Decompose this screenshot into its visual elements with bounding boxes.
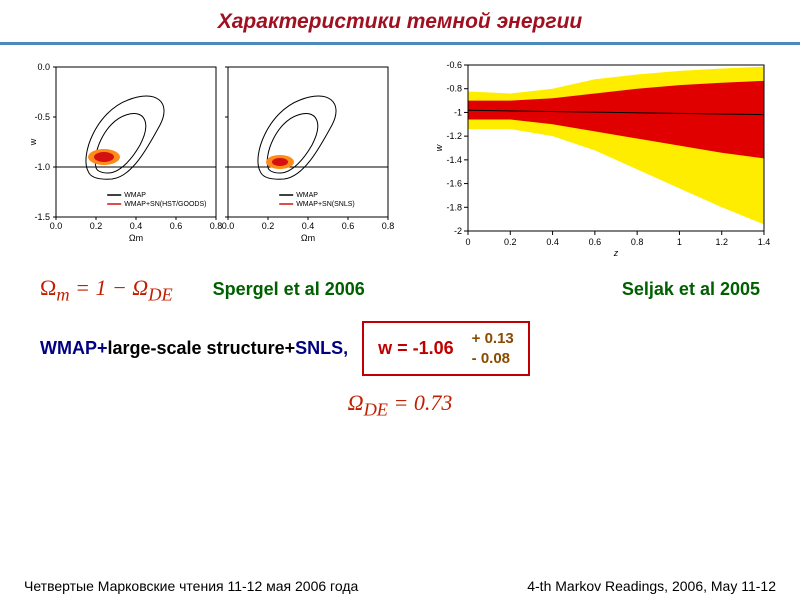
svg-text:0: 0: [465, 237, 470, 247]
svg-text:0.0: 0.0: [50, 221, 63, 231]
svg-text:-1.8: -1.8: [446, 202, 462, 212]
w-value: w = -1.06: [378, 338, 454, 359]
text-area: Ωm = 1 − ΩDE Spergel et al 2006 Seljak e…: [0, 257, 800, 421]
svg-text:-1.2: -1.2: [446, 131, 462, 141]
omega-de-value: ΩDE = 0.73: [348, 390, 453, 415]
svg-text:0.2: 0.2: [504, 237, 517, 247]
title-bar: Характеристики темной энергии: [0, 0, 800, 40]
wmap-result-row: WMAP+large-scale structure+SNLS, w = -1.…: [40, 321, 760, 376]
footer-left: Четвертые Марковские чтения 11-12 мая 20…: [24, 578, 358, 594]
svg-text:0.8: 0.8: [382, 221, 395, 231]
svg-text:WMAP+SN(SNLS): WMAP+SN(SNLS): [296, 201, 355, 208]
spergel-citation: Spergel et al 2006: [213, 279, 365, 300]
equation-row-1: Ωm = 1 − ΩDE Spergel et al 2006 Seljak e…: [40, 275, 760, 305]
svg-text:-1.5: -1.5: [34, 212, 50, 222]
right-band-chart: 0 0.2 0.4 0.6 0.8 1 1.2 1.4 -0.6 -0.8 -1 -1.2 -1.4 -1…: [432, 57, 772, 257]
svg-text:0.4: 0.4: [130, 221, 143, 231]
svg-text:1.4: 1.4: [758, 237, 771, 247]
svg-text:-1.4: -1.4: [446, 155, 462, 165]
svg-text:0.0: 0.0: [222, 221, 235, 231]
svg-text:w: w: [434, 144, 444, 151]
left-contour-charts: 0.00.20.40.60.80.0-0.5-1.0-1.5WMAPWMAP+S…: [28, 57, 398, 257]
svg-text:Ωm: Ωm: [129, 233, 143, 243]
svg-text:0.8: 0.8: [631, 237, 644, 247]
svg-text:0.4: 0.4: [546, 237, 559, 247]
svg-text:0.8: 0.8: [210, 221, 223, 231]
svg-text:-0.5: -0.5: [34, 112, 50, 122]
omega-de-row: ΩDE = 0.73: [40, 390, 760, 420]
svg-text:0.4: 0.4: [302, 221, 315, 231]
svg-text:0.2: 0.2: [262, 221, 275, 231]
charts-row: 0.00.20.40.60.80.0-0.5-1.0-1.5WMAPWMAP+S…: [0, 53, 800, 257]
svg-text:WMAP: WMAP: [124, 192, 146, 199]
svg-text:1: 1: [677, 237, 682, 247]
svg-text:-0.6: -0.6: [446, 60, 462, 70]
slide-title: Характеристики темной энергии: [218, 10, 582, 33]
footer: Четвертые Марковские чтения 11-12 мая 20…: [0, 572, 800, 600]
svg-text:Ωm: Ωm: [301, 233, 315, 243]
svg-text:0.0: 0.0: [37, 62, 50, 72]
title-divider: [0, 42, 800, 45]
svg-text:-2: -2: [454, 226, 462, 236]
w-result-box: w = -1.06 + 0.13- 0.08: [362, 321, 530, 376]
w-uncertainty: + 0.13- 0.08: [472, 329, 514, 368]
svg-text:-0.8: -0.8: [446, 84, 462, 94]
svg-text:0.6: 0.6: [342, 221, 355, 231]
svg-text:WMAP+SN(HST/GOODS): WMAP+SN(HST/GOODS): [124, 201, 206, 208]
svg-text:z: z: [613, 248, 619, 257]
svg-text:-1.6: -1.6: [446, 179, 462, 189]
footer-right: 4-th Markov Readings, 2006, May 11-12: [527, 578, 776, 594]
svg-text:-1: -1: [454, 107, 462, 117]
svg-text:0.6: 0.6: [589, 237, 602, 247]
svg-text:0.6: 0.6: [170, 221, 183, 231]
svg-text:WMAP: WMAP: [296, 192, 318, 199]
svg-text:0.2: 0.2: [90, 221, 103, 231]
svg-text:w: w: [28, 138, 38, 146]
svg-text:-1.0: -1.0: [34, 162, 50, 172]
svg-text:1.2: 1.2: [715, 237, 728, 247]
wmap-combination-text: WMAP+large-scale structure+SNLS,: [40, 338, 348, 359]
seljak-citation: Seljak et al 2005: [622, 279, 760, 300]
omega-relation-equation: Ωm = 1 − ΩDE: [40, 275, 173, 305]
